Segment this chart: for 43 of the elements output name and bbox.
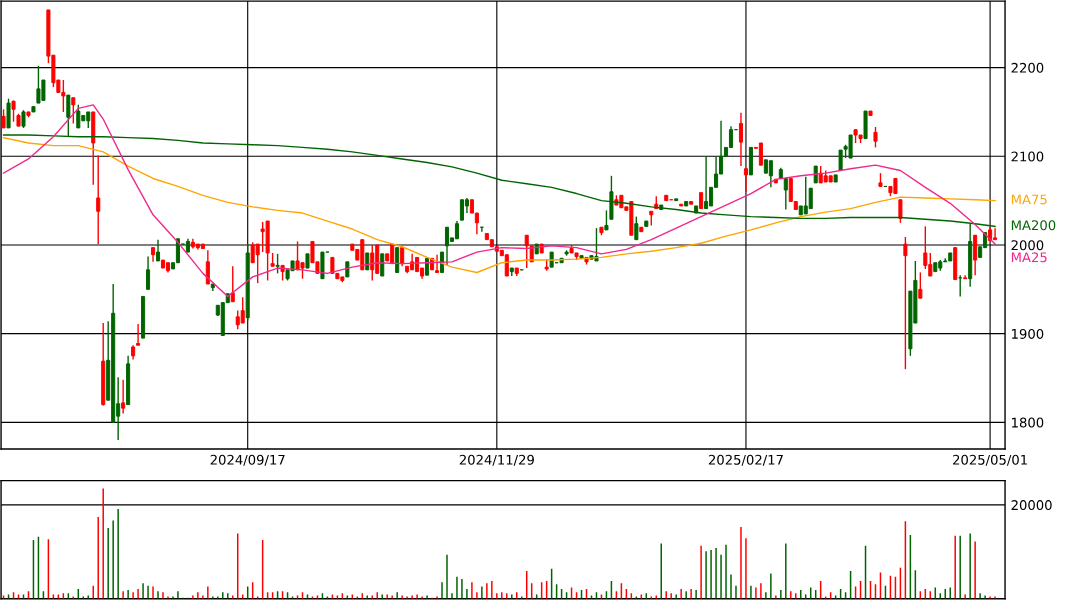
candlestick — [604, 209, 609, 231]
candlestick — [783, 177, 788, 211]
candlestick — [743, 168, 748, 193]
candlestick — [275, 253, 280, 275]
candlestick — [918, 271, 923, 299]
candlestick — [96, 154, 101, 245]
series-label: MA25 — [1011, 252, 1047, 263]
candlestick — [1, 108, 6, 129]
x-tick-label: 2025/02/17 — [708, 454, 783, 466]
series-label: MA75 — [1011, 194, 1047, 205]
candlestick — [146, 255, 151, 291]
candlestick — [121, 379, 126, 415]
y-tick-label: 2000 — [1011, 240, 1044, 251]
candlestick — [444, 226, 450, 267]
y-tick-label: 20000 — [1011, 500, 1052, 511]
candlestick — [898, 199, 903, 224]
candlestick — [136, 323, 141, 346]
candlestick — [155, 238, 161, 262]
line-series — [2, 136, 996, 274]
x-tick-label: 2024/09/17 — [210, 454, 285, 466]
x-tick-label: 2025/05/01 — [953, 454, 1027, 466]
candlestick — [205, 249, 210, 285]
candlestick — [873, 126, 878, 149]
x-tick-label: 2024/11/29 — [459, 454, 534, 466]
candlestick — [240, 296, 245, 324]
candlestick — [758, 142, 763, 166]
y-tick-label: 2200 — [1011, 62, 1044, 73]
candlestick — [11, 99, 16, 123]
candlestick — [768, 160, 773, 189]
candlestick — [71, 97, 76, 125]
candlestick — [634, 215, 639, 241]
candlestick — [230, 265, 235, 303]
y-tick-label: 2100 — [1011, 151, 1044, 162]
candlestick — [370, 244, 375, 282]
candlestick — [738, 112, 743, 167]
line-series — [2, 104, 996, 298]
y-tick-label: 1900 — [1012, 328, 1044, 339]
candlestick — [903, 236, 908, 370]
candlestick — [76, 104, 81, 129]
candlestick — [435, 254, 440, 274]
series-label: MA200 — [1011, 220, 1056, 231]
y-tick-label: 1800 — [1012, 417, 1044, 428]
candlestick — [704, 155, 709, 210]
